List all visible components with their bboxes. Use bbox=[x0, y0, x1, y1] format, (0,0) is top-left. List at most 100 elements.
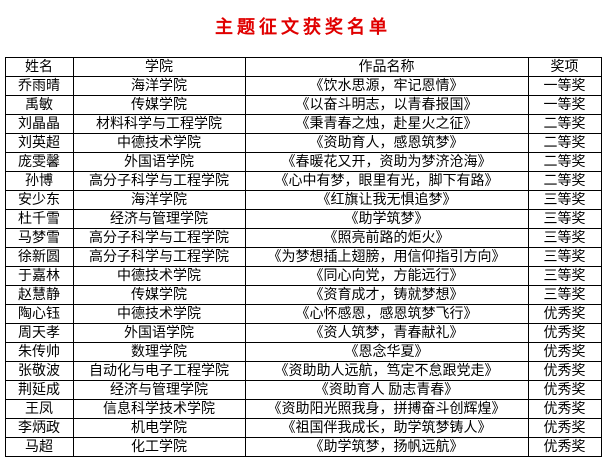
cell-award: 二等奖 bbox=[527, 114, 602, 134]
page-title: 主题征文获奖名单 bbox=[215, 17, 391, 37]
table-row: 荆延成 经济与管理学院 《资助育人 励志青春》 优秀奖 bbox=[4, 380, 602, 400]
cell-name: 陶心钰 bbox=[4, 304, 74, 324]
cell-award: 优秀奖 bbox=[527, 380, 602, 400]
cell-award: 优秀奖 bbox=[527, 437, 602, 457]
cell-award: 三等奖 bbox=[527, 247, 602, 267]
cell-work: 《心中有梦，眼里有光，脚下有路》 bbox=[244, 171, 529, 191]
cell-college: 外国语学院 bbox=[72, 323, 246, 343]
table-row: 禹敏 传媒学院 《以奋斗明志，以青春报国》 一等奖 bbox=[4, 95, 602, 115]
cell-college: 中德技术学院 bbox=[72, 304, 246, 324]
cell-award: 一等奖 bbox=[527, 95, 602, 115]
cell-award: 二等奖 bbox=[527, 152, 602, 172]
cell-award: 三等奖 bbox=[527, 266, 602, 286]
cell-award: 三等奖 bbox=[527, 228, 602, 248]
cell-work: 《资人筑梦，青春献礼》 bbox=[244, 323, 529, 343]
table-header-row: 姓名 学院 作品名称 奖项 bbox=[4, 57, 602, 77]
cell-name: 庞雯馨 bbox=[4, 152, 74, 172]
cell-name: 张敬波 bbox=[4, 361, 74, 381]
cell-work: 《祖国伴我成长，助学筑梦铸人》 bbox=[244, 418, 529, 438]
cell-name: 刘晶晶 bbox=[4, 114, 74, 134]
cell-name: 周天孝 bbox=[4, 323, 74, 343]
cell-award: 优秀奖 bbox=[527, 418, 602, 438]
header-college: 学院 bbox=[72, 57, 246, 77]
cell-college: 高分子科学与工程学院 bbox=[72, 247, 246, 267]
cell-work: 《恩念华夏》 bbox=[244, 342, 529, 362]
table-row: 徐新圆 高分子科学与工程学院 《为梦想插上翅膀，用信仰指引方向》 三等奖 bbox=[4, 247, 602, 267]
cell-work: 《助学筑梦》 bbox=[244, 209, 529, 229]
cell-name: 安少东 bbox=[4, 190, 74, 210]
cell-award: 优秀奖 bbox=[527, 342, 602, 362]
table-row: 刘晶晶 材料科学与工程学院 《秉青春之烛，赴星火之征》 二等奖 bbox=[4, 114, 602, 134]
cell-name: 禹敏 bbox=[4, 95, 74, 115]
header-award: 奖项 bbox=[527, 57, 602, 77]
table-row: 刘英超 中德技术学院 《资助育人，感恩筑梦》 二等奖 bbox=[4, 133, 602, 153]
cell-name: 赵慧静 bbox=[4, 285, 74, 305]
table-row: 陶心钰 中德技术学院 《心怀感恩，感恩筑梦飞行》 优秀奖 bbox=[4, 304, 602, 324]
table-row: 杜千雪 经济与管理学院 《助学筑梦》 三等奖 bbox=[4, 209, 602, 229]
cell-award: 三等奖 bbox=[527, 190, 602, 210]
table-row: 李炳政 机电学院 《祖国伴我成长，助学筑梦铸人》 优秀奖 bbox=[4, 418, 602, 438]
table-row: 周天孝 外国语学院 《资人筑梦，青春献礼》 优秀奖 bbox=[4, 323, 602, 343]
cell-work: 《助学筑梦，扬帆远航》 bbox=[244, 437, 529, 457]
cell-work: 《心怀感恩，感恩筑梦飞行》 bbox=[244, 304, 529, 324]
cell-award: 三等奖 bbox=[527, 209, 602, 229]
table-row: 马梦雪 高分子科学与工程学院 《照亮前路的炬火》 三等奖 bbox=[4, 228, 602, 248]
cell-name: 马超 bbox=[4, 437, 74, 457]
cell-college: 传媒学院 bbox=[72, 95, 246, 115]
cell-award: 三等奖 bbox=[527, 285, 602, 305]
cell-name: 荆延成 bbox=[4, 380, 74, 400]
cell-college: 数理学院 bbox=[72, 342, 246, 362]
cell-college: 中德技术学院 bbox=[72, 133, 246, 153]
header-name: 姓名 bbox=[4, 57, 74, 77]
cell-award: 一等奖 bbox=[527, 76, 602, 96]
table-row: 安少东 海洋学院 《红旗让我无惧追梦》 三等奖 bbox=[4, 190, 602, 210]
cell-college: 海洋学院 bbox=[72, 76, 246, 96]
table-row: 王凤 信息科学技术学院 《资助阳光照我身，拼搏奋斗创辉煌》 优秀奖 bbox=[4, 399, 602, 419]
cell-award: 优秀奖 bbox=[527, 361, 602, 381]
cell-work: 《饮水思源，牢记恩情》 bbox=[244, 76, 529, 96]
table-row: 张敬波 自动化与电子工程学院 《资助助人远航，笃定不怠跟党走》 优秀奖 bbox=[4, 361, 602, 381]
cell-work: 《红旗让我无惧追梦》 bbox=[244, 190, 529, 210]
cell-name: 徐新圆 bbox=[4, 247, 74, 267]
cell-award: 二等奖 bbox=[527, 133, 602, 153]
table-row: 庞雯馨 外国语学院 《春暖花又开，资助为梦济沧海》 二等奖 bbox=[4, 152, 602, 172]
table-row: 赵慧静 传媒学院 《资育成才，铸就梦想》 三等奖 bbox=[4, 285, 602, 305]
cell-name: 孙博 bbox=[4, 171, 74, 191]
cell-award: 优秀奖 bbox=[527, 323, 602, 343]
cell-name: 李炳政 bbox=[4, 418, 74, 438]
cell-college: 高分子科学与工程学院 bbox=[72, 228, 246, 248]
cell-work: 《照亮前路的炬火》 bbox=[244, 228, 529, 248]
table-row: 乔雨晴 海洋学院 《饮水思源，牢记恩情》 一等奖 bbox=[4, 76, 602, 96]
cell-award: 优秀奖 bbox=[527, 304, 602, 324]
cell-name: 朱传帅 bbox=[4, 342, 74, 362]
cell-work: 《资育成才，铸就梦想》 bbox=[244, 285, 529, 305]
cell-work: 《资助阳光照我身，拼搏奋斗创辉煌》 bbox=[244, 399, 529, 419]
cell-name: 杜千雪 bbox=[4, 209, 74, 229]
cell-name: 刘英超 bbox=[4, 133, 74, 153]
cell-college: 外国语学院 bbox=[72, 152, 246, 172]
cell-college: 自动化与电子工程学院 bbox=[72, 361, 246, 381]
cell-college: 信息科学技术学院 bbox=[72, 399, 246, 419]
cell-work: 《资助育人 励志青春》 bbox=[244, 380, 529, 400]
table-header: 姓名 学院 作品名称 奖项 bbox=[4, 57, 602, 77]
cell-work: 《资助育人，感恩筑梦》 bbox=[244, 133, 529, 153]
cell-work: 《资助助人远航，笃定不怠跟党走》 bbox=[244, 361, 529, 381]
cell-work: 《春暖花又开，资助为梦济沧海》 bbox=[244, 152, 529, 172]
cell-work: 《以奋斗明志，以青春报国》 bbox=[244, 95, 529, 115]
cell-college: 经济与管理学院 bbox=[72, 209, 246, 229]
cell-college: 海洋学院 bbox=[72, 190, 246, 210]
cell-college: 材料科学与工程学院 bbox=[72, 114, 246, 134]
table-row: 于嘉林 中德技术学院 《同心向党，方能远行》 三等奖 bbox=[4, 266, 602, 286]
cell-award: 二等奖 bbox=[527, 171, 602, 191]
cell-work: 《秉青春之烛，赴星火之征》 bbox=[244, 114, 529, 134]
cell-name: 王凤 bbox=[4, 399, 74, 419]
table-body: 乔雨晴 海洋学院 《饮水思源，牢记恩情》 一等奖 禹敏 传媒学院 《以奋斗明志，… bbox=[4, 76, 602, 457]
cell-college: 中德技术学院 bbox=[72, 266, 246, 286]
cell-college: 高分子科学与工程学院 bbox=[72, 171, 246, 191]
cell-college: 传媒学院 bbox=[72, 285, 246, 305]
cell-name: 马梦雪 bbox=[4, 228, 74, 248]
cell-college: 经济与管理学院 bbox=[72, 380, 246, 400]
table-row: 朱传帅 数理学院 《恩念华夏》 优秀奖 bbox=[4, 342, 602, 362]
cell-work: 《同心向党，方能远行》 bbox=[244, 266, 529, 286]
